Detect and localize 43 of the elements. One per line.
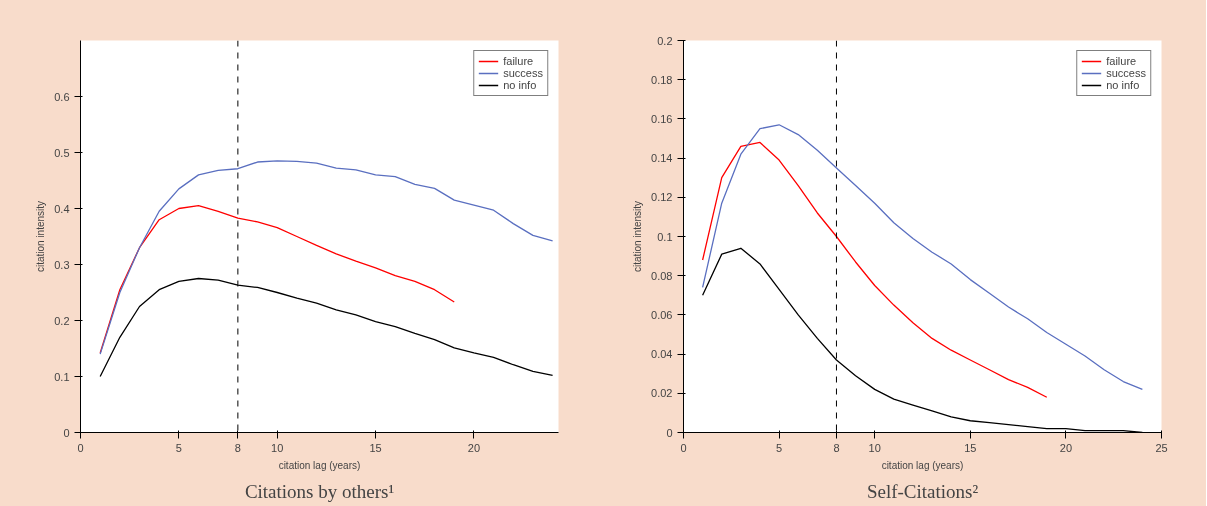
legend-label: failure xyxy=(1106,55,1137,67)
legend-label: failure xyxy=(503,55,534,67)
x-axis-title: citation lag (years) xyxy=(278,459,361,471)
legend-label: success xyxy=(503,67,543,79)
text: Self-Citations² xyxy=(866,480,979,502)
x-tick-label: 5 xyxy=(776,441,783,454)
y-tick-label: 0.06 xyxy=(651,308,673,321)
x-axis-title: citation lag (years) xyxy=(881,459,964,471)
y-axis-title: citation intensity xyxy=(632,200,644,273)
y-tick-label: 0.12 xyxy=(651,191,673,204)
x-tick-label: 25 xyxy=(1155,441,1168,454)
y-tick-label: 0.04 xyxy=(651,348,673,361)
y-tick-label: 0 xyxy=(63,426,70,439)
y-tick-label: 0.02 xyxy=(651,387,673,400)
x-tick-label: 0 xyxy=(77,441,84,454)
y-tick-label: 0.2 xyxy=(657,34,673,47)
x-tick-label: 8 xyxy=(833,441,840,454)
y-axis-title: citation intensity xyxy=(35,200,47,273)
y-tick-label: 0.1 xyxy=(54,370,70,383)
x-tick-label: 5 xyxy=(175,441,182,454)
y-tick-label: 0.14 xyxy=(651,152,673,165)
legend-label: no info xyxy=(1106,79,1140,91)
y-tick-label: 0 xyxy=(666,426,673,439)
x-tick-label: 10 xyxy=(868,441,881,454)
y-tick-label: 0.1 xyxy=(657,230,673,243)
x-tick-label: 15 xyxy=(369,441,382,454)
x-tick-label: 15 xyxy=(964,441,977,454)
y-tick-label: 0.16 xyxy=(651,112,673,125)
legend-label: success xyxy=(1106,67,1146,79)
y-tick-label: 0.3 xyxy=(54,258,70,271)
y-tick-label: 0.5 xyxy=(54,146,70,159)
legend-label: no info xyxy=(503,79,537,91)
text: Citations by others¹ xyxy=(244,480,395,502)
x-tick-label: 10 xyxy=(271,441,284,454)
y-tick-label: 0.2 xyxy=(54,314,70,327)
x-tick-label: 20 xyxy=(1059,441,1073,454)
x-tick-label: 0 xyxy=(680,441,687,454)
x-tick-label: 20 xyxy=(467,441,481,454)
y-tick-label: 0.6 xyxy=(54,90,70,103)
y-tick-label: 0.08 xyxy=(651,269,673,282)
y-tick-label: 0.18 xyxy=(651,73,673,86)
x-tick-label: 8 xyxy=(234,441,241,454)
y-tick-label: 0.4 xyxy=(54,202,70,215)
